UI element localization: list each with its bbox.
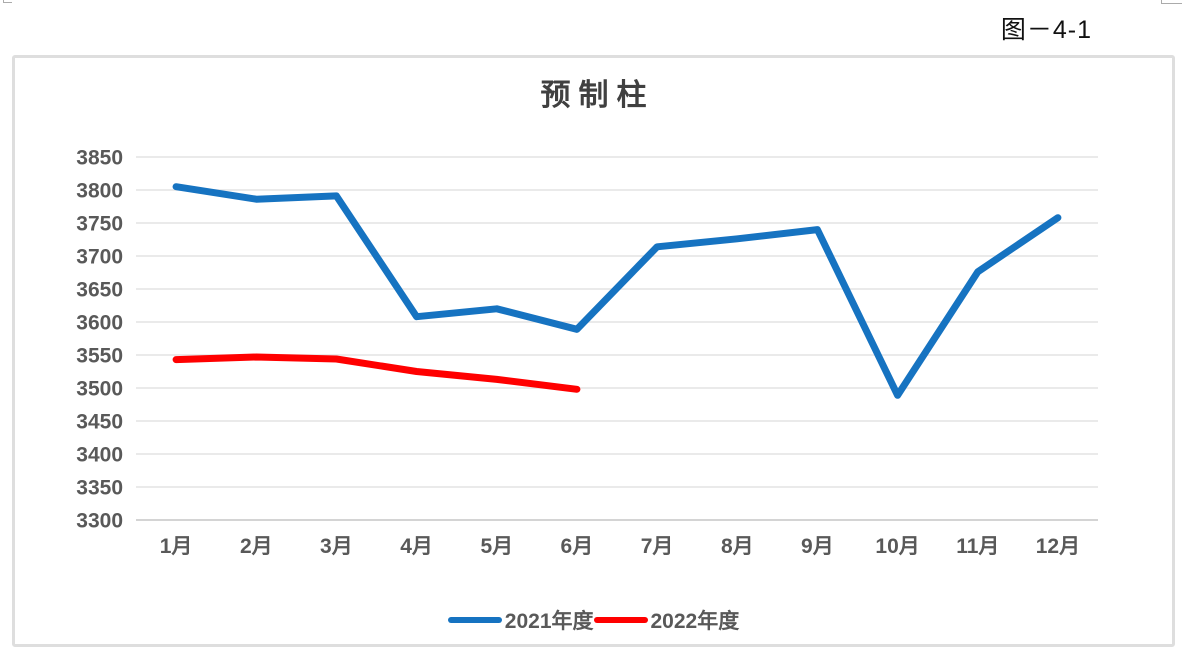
xtick-label: 12月	[1036, 535, 1080, 558]
chart-title: 预制柱	[540, 79, 655, 112]
xtick-label: 11月	[956, 535, 999, 558]
xtick-label: 1月	[160, 535, 193, 558]
xtick-label: 3月	[320, 535, 353, 558]
xtick-label: 6月	[561, 535, 594, 558]
ytick-label: 3700	[76, 246, 123, 269]
chart-panel[interactable]: 预制柱 3850 3800 3750 3700 3650 3600 3550 3500 3450…	[12, 55, 1175, 647]
xtick-label: 4月	[400, 535, 433, 558]
xtick-label: 9月	[801, 535, 834, 558]
ytick-label: 3800	[76, 180, 123, 203]
ytick-label: 3850	[76, 147, 123, 170]
legend-label: 2021年度	[504, 610, 594, 633]
xtick-label: 5月	[480, 535, 513, 558]
xtick-label: 2月	[240, 535, 273, 558]
legend-item: 2021年度	[447, 605, 594, 635]
legend-label: 2022年度	[650, 610, 740, 633]
ytick-label: 3750	[76, 213, 123, 236]
ytick-label: 3350	[76, 477, 123, 500]
ytick-label: 3600	[76, 312, 123, 335]
series-line-2022年度	[172, 353, 581, 393]
legend-marker-2022年度	[593, 617, 648, 623]
series-line-2021年度	[172, 183, 1062, 399]
xtick-label: 10月	[875, 535, 919, 558]
cell-border-fragment-left	[3, 0, 12, 3]
line-chart: 3850 3800 3750 3700 3650 3600 3550 3500 3450 3400…	[76, 147, 1098, 558]
legend-item: 2022年度	[593, 605, 740, 635]
xtick-label: 7月	[641, 535, 674, 558]
ytick-label: 3500	[76, 378, 123, 401]
figure-label: 图－4-1	[1000, 16, 1092, 44]
cell-border-fragment-right	[1161, 0, 1182, 4]
ytick-label: 3650	[76, 279, 123, 302]
ytick-label: 3400	[76, 444, 123, 467]
chart-legend: 2021年度 2022年度	[15, 605, 1172, 635]
ytick-label: 3300	[76, 510, 123, 533]
ytick-label: 3550	[76, 345, 123, 368]
legend-marker-2021年度	[447, 617, 502, 623]
xtick-label: 8月	[721, 535, 754, 558]
ytick-label: 3450	[76, 411, 123, 434]
